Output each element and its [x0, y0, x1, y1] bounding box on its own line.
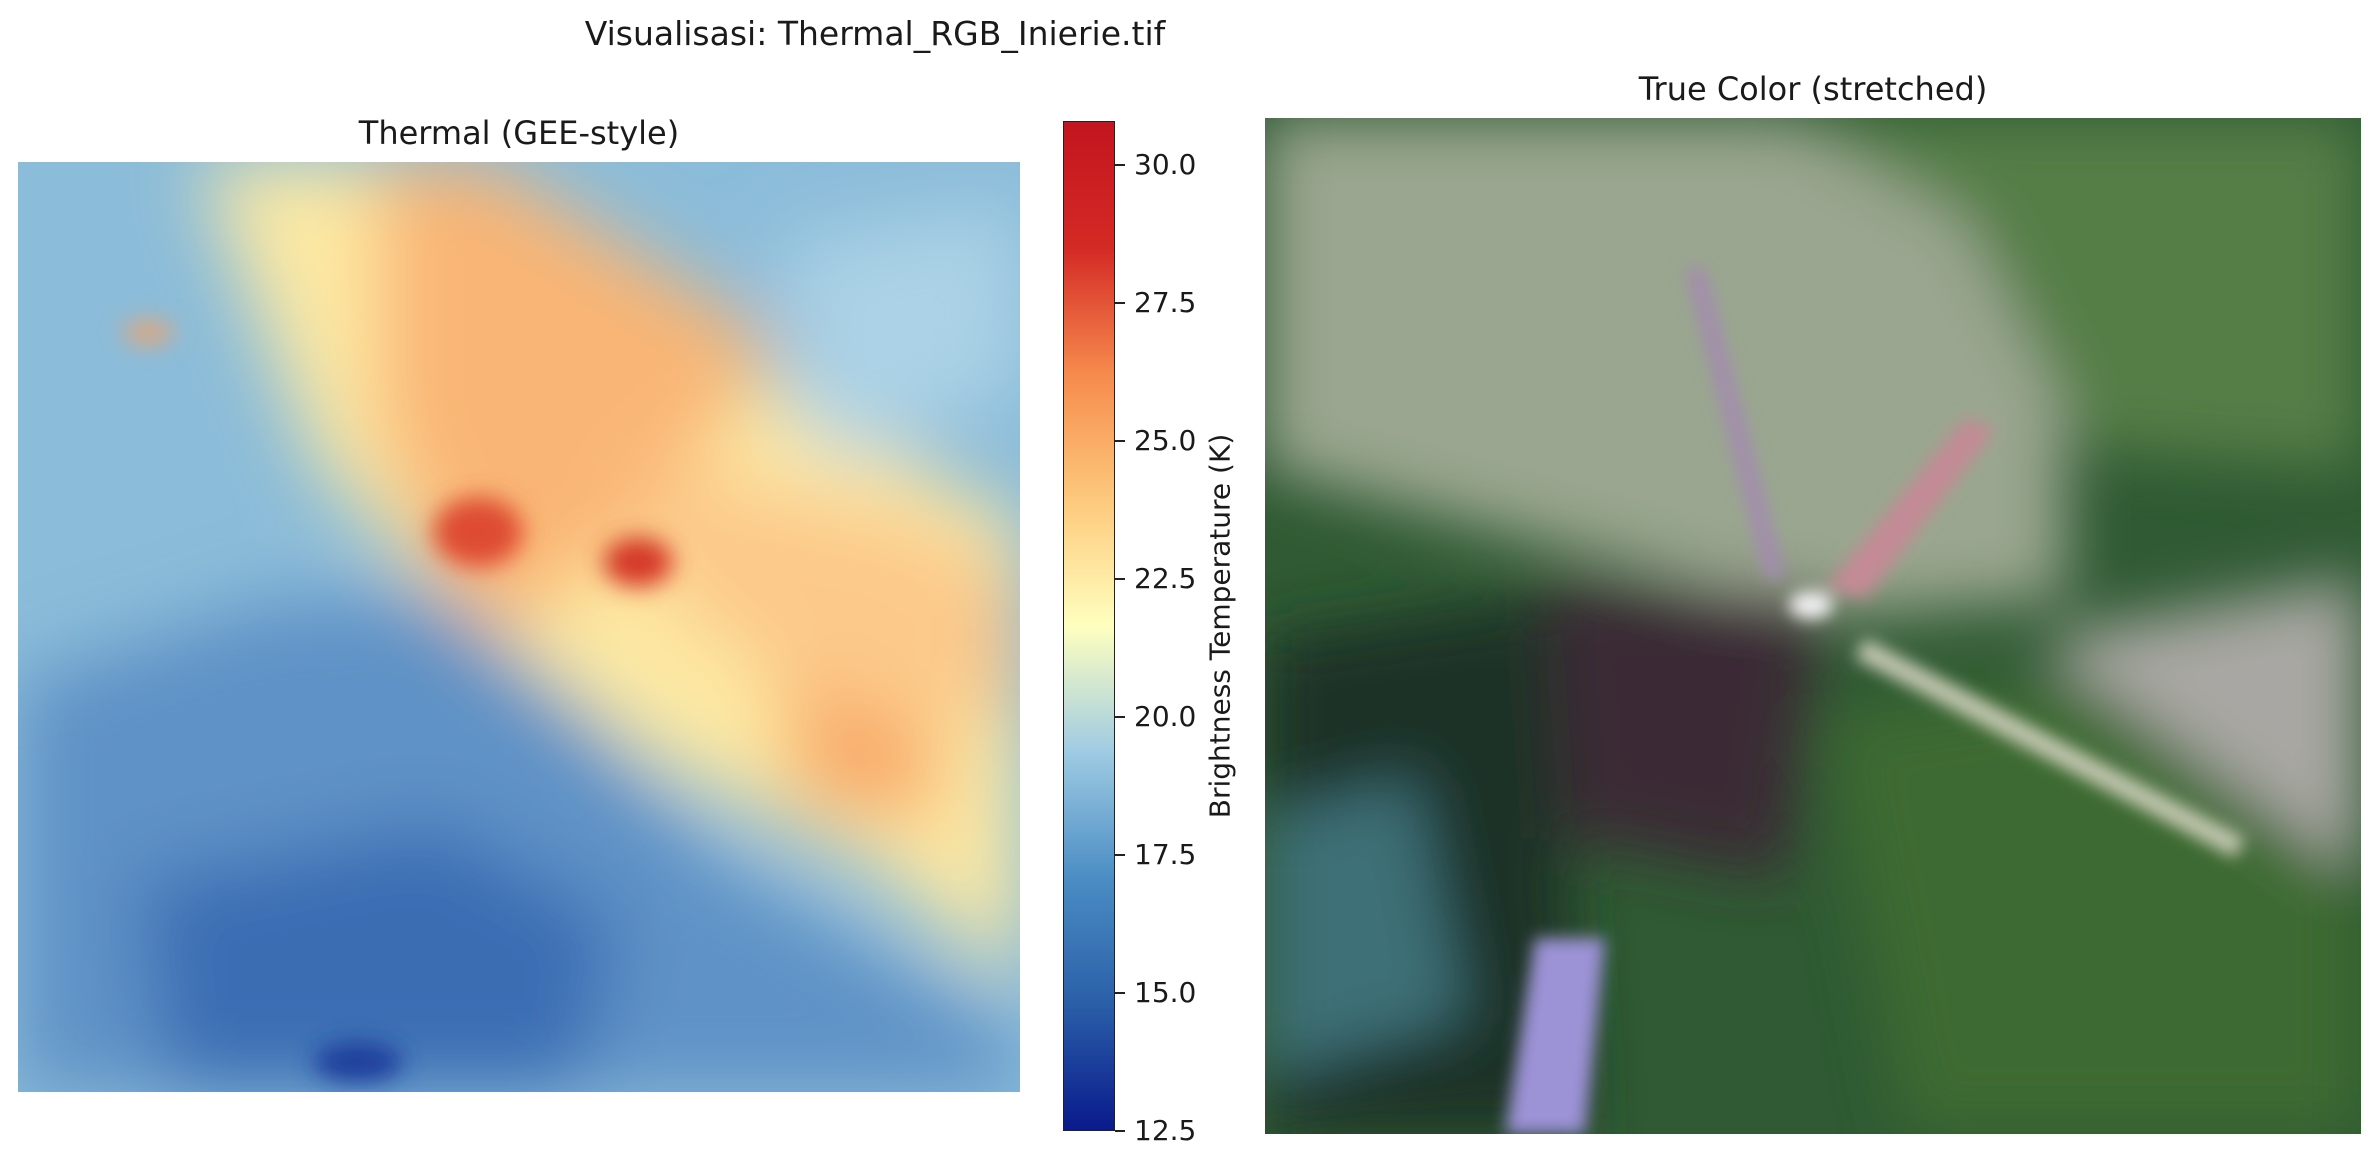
colorbar-tick-mark	[1115, 716, 1125, 719]
colorbar-tick-label: 25.0	[1134, 424, 1197, 458]
thermal-heatmap	[18, 162, 1020, 1092]
colorbar-tick-mark	[1115, 302, 1125, 305]
colorbar-tick-mark	[1115, 992, 1125, 995]
colorbar-tick-label: 17.5	[1134, 838, 1197, 872]
colorbar-tick-label: 15.0	[1134, 976, 1197, 1010]
colorbar-tick-label: 22.5	[1134, 562, 1197, 596]
colorbar-label: Brightness Temperature (K)	[1203, 433, 1237, 819]
rgb-title: True Color (stretched)	[1638, 70, 1988, 108]
thermal-title: Thermal (GEE-style)	[358, 114, 680, 152]
colorbar-tick-mark	[1115, 440, 1125, 443]
colorbar-tick-label: 30.0	[1134, 148, 1197, 182]
colorbar-tick-mark	[1115, 1130, 1125, 1132]
colorbar-tick-mark	[1115, 854, 1125, 857]
colorbar	[1063, 121, 1115, 1131]
figure-suptitle: Visualisasi: Thermal_RGB_Inierie.tif	[584, 14, 1166, 53]
colorbar-tick-label: 27.5	[1134, 286, 1197, 320]
colorbar-tick-label: 20.0	[1134, 700, 1197, 734]
true-color-image	[1265, 118, 2361, 1134]
colorbar-tick-label: 12.5	[1134, 1114, 1197, 1147]
colorbar-tick-mark	[1115, 578, 1125, 581]
colorbar-tick-mark	[1115, 164, 1125, 167]
